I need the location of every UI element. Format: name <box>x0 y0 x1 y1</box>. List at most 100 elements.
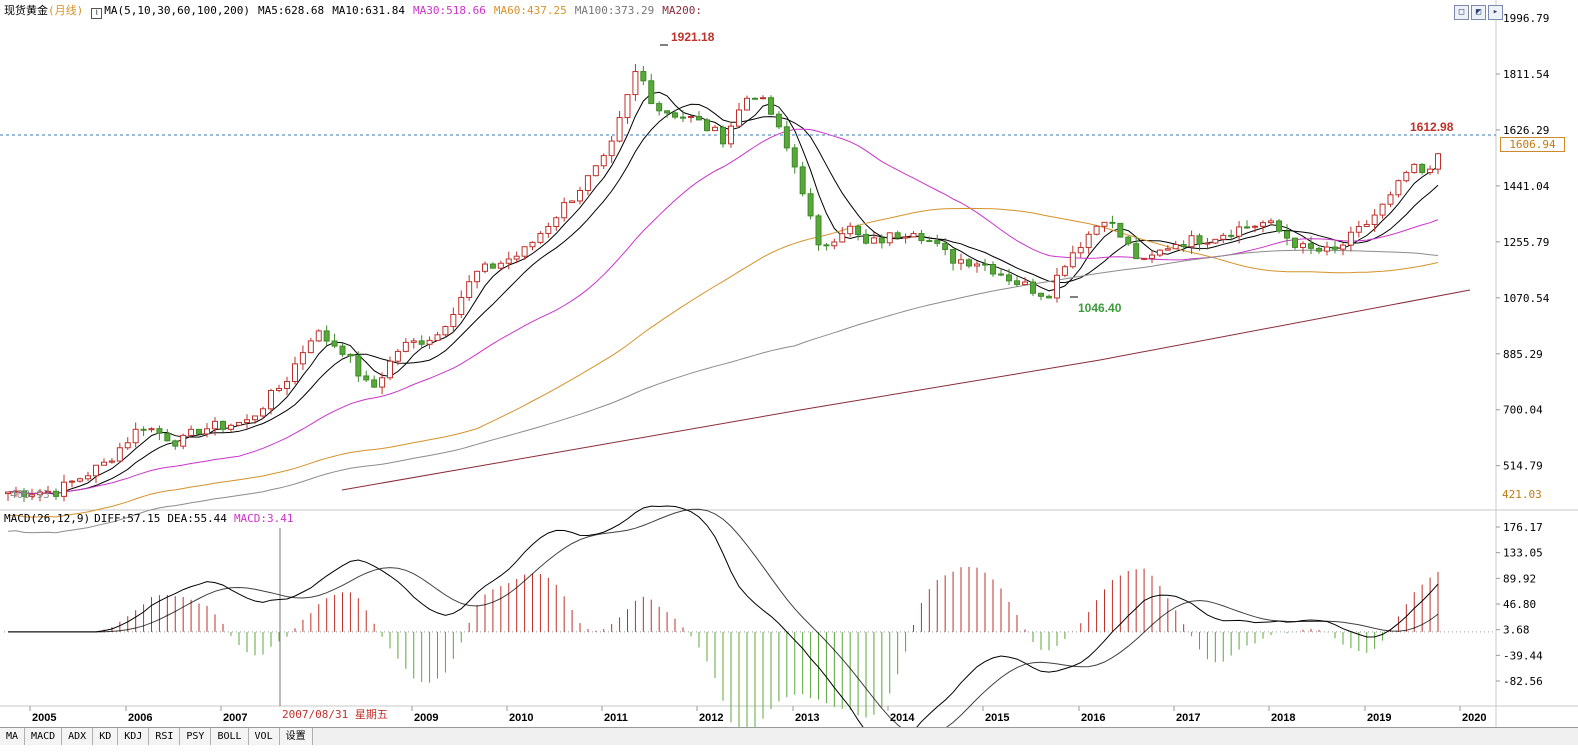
candle-down <box>1284 230 1290 239</box>
moving-average-lines <box>7 91 1471 534</box>
macd-tick-label: -39.44 <box>1503 649 1543 662</box>
candle-up <box>124 442 131 449</box>
candle-up <box>260 408 266 417</box>
candle-up <box>132 428 139 444</box>
price-tick-label: 1626.29 <box>1503 124 1549 137</box>
candle-up <box>307 340 314 354</box>
dea-value: DEA:55.44 <box>167 512 227 525</box>
candle-up <box>1363 223 1370 228</box>
tab-boll[interactable]: BOLL <box>211 728 249 745</box>
tab-psy[interactable]: PSY <box>180 728 212 745</box>
chart-canvas[interactable]: 1996.79 1811.54 1626.29 1441.04 1255.79 1070.… <box>0 0 1578 727</box>
candle-down <box>768 97 774 115</box>
candle-down <box>418 340 425 345</box>
candle-down <box>1006 274 1012 282</box>
candle-down <box>640 71 647 82</box>
tab-adx[interactable]: ADX <box>62 728 94 745</box>
window-buttons: □ ◩ ▸ <box>1454 5 1503 20</box>
expand-icon[interactable]: ▸ <box>1488 5 1503 20</box>
candle-up <box>616 117 623 142</box>
candle-down <box>752 97 758 100</box>
restore-icon[interactable]: ◩ <box>1471 5 1486 20</box>
maximize-icon[interactable]: □ <box>1454 5 1469 20</box>
candle-down <box>966 259 972 267</box>
candle-up <box>1379 203 1386 216</box>
candle-down <box>720 126 726 145</box>
year-label: 2009 <box>414 712 438 724</box>
candle-up <box>1236 226 1243 237</box>
candle-up <box>1212 238 1219 244</box>
candle-up <box>958 259 964 264</box>
candle-up <box>1300 243 1306 248</box>
candle-down <box>918 233 925 242</box>
tab-kdj[interactable]: KDJ <box>118 728 150 745</box>
candle-down <box>680 116 686 119</box>
candle-up <box>69 480 75 483</box>
candle-down <box>783 126 790 149</box>
ma-params: MA(5,10,30,60,100,200) <box>104 4 250 17</box>
candle-up <box>276 387 282 391</box>
candle-down <box>323 330 330 342</box>
candle-up <box>592 165 599 177</box>
candle-down <box>1419 163 1426 173</box>
diff-value: DIFF:57.15 <box>94 512 161 525</box>
instrument-label[interactable]: 现货黄金 <box>4 4 48 17</box>
candle-down <box>1276 220 1282 232</box>
candle-up <box>1069 252 1076 268</box>
candle-down <box>878 237 885 244</box>
year-label: 2012 <box>699 712 723 724</box>
candle-down <box>1332 246 1338 250</box>
candle-up <box>688 115 694 118</box>
tab-settings[interactable]: 设置 <box>279 728 313 745</box>
candle-up <box>394 350 401 362</box>
candle-down <box>1244 226 1250 229</box>
ma-icon[interactable]: ⌇ <box>91 8 103 19</box>
ma60-line <box>7 207 1439 518</box>
candle-down <box>196 428 202 435</box>
candle-up <box>45 490 51 493</box>
macd-tick-label: 3.68 <box>1503 624 1530 637</box>
candle-up <box>1387 194 1394 205</box>
candle-up <box>204 428 210 435</box>
candle-down <box>942 242 949 251</box>
candle-up <box>387 360 393 379</box>
ma30-value: MA30:518.66 <box>413 4 486 17</box>
candle-up <box>1188 235 1195 248</box>
candle-up <box>1220 234 1227 240</box>
candle-up <box>886 232 893 244</box>
candle-up <box>584 175 591 191</box>
macd-tick-label: -82.56 <box>1503 675 1543 688</box>
candle-up <box>839 233 846 243</box>
price-tick-label: 1255.79 <box>1503 236 1549 249</box>
ma30-line <box>7 128 1439 495</box>
tab-rsi[interactable]: RSI <box>149 728 181 745</box>
period-label[interactable]: (月线) <box>48 4 84 17</box>
tab-kd[interactable]: KD <box>93 728 119 745</box>
candle-up <box>1252 225 1258 228</box>
candle-up <box>5 491 11 495</box>
candle-up <box>744 97 750 111</box>
tab-ma[interactable]: MA <box>0 728 26 745</box>
candle-down <box>1308 243 1314 249</box>
dea-line <box>8 508 1439 727</box>
macd-value: MACD:3.41 <box>233 512 294 525</box>
candle-up <box>1435 153 1441 170</box>
candle-up <box>1093 225 1100 235</box>
year-label: 2010 <box>509 712 533 724</box>
tab-macd[interactable]: MACD <box>25 728 63 745</box>
candle-up <box>505 258 512 264</box>
candle-up <box>116 447 123 462</box>
tab-vol[interactable]: VOL <box>248 728 280 745</box>
candle-down <box>998 273 1004 276</box>
macd-tick-label: 176.17 <box>1503 521 1543 534</box>
price-tick-label: 514.79 <box>1503 460 1543 473</box>
year-label: 2011 <box>604 712 628 724</box>
year-label: 2007 <box>223 712 247 724</box>
candle-up <box>402 341 409 352</box>
price-tick-label: 1811.54 <box>1503 68 1550 81</box>
macd-params: MACD(26,12,9) <box>4 512 91 525</box>
candle-up <box>577 189 583 202</box>
candle-up <box>1268 220 1274 224</box>
candle-up <box>379 377 386 388</box>
candle-up <box>910 233 917 238</box>
